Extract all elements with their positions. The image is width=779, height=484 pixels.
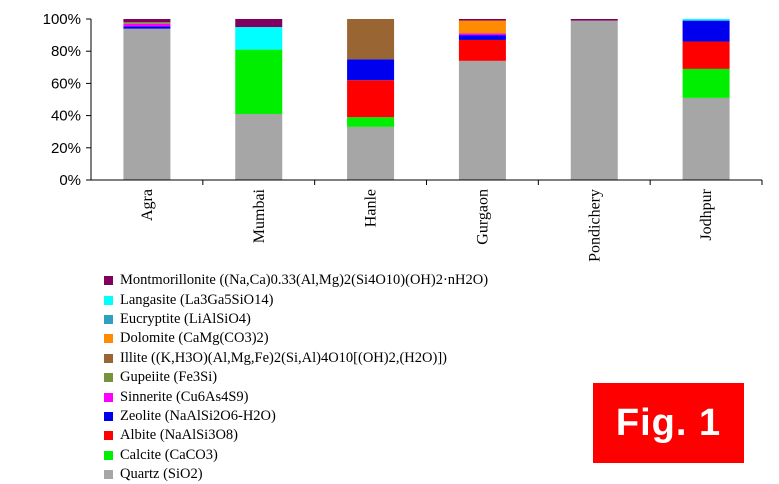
bar-segment bbox=[682, 20, 730, 42]
legend-label: Calcite (CaCO3) bbox=[120, 446, 218, 463]
category-label: Gurgaon bbox=[474, 189, 491, 245]
category-label: Jodhpur bbox=[698, 188, 715, 240]
y-tick-label: 80% bbox=[51, 43, 81, 60]
bar-segment bbox=[347, 117, 395, 127]
legend-item: Langasite (La3Ga5SiO14) bbox=[104, 290, 488, 309]
bar-segment bbox=[570, 20, 618, 180]
category-label: Agra bbox=[139, 189, 156, 221]
legend-item: Illite ((K,H3O)(Al,Mg,Fe)2(Si,Al)4O10[(O… bbox=[104, 349, 488, 368]
bar-segment bbox=[458, 20, 506, 34]
legend-swatch bbox=[104, 353, 113, 363]
legend-label: Illite ((K,H3O)(Al,Mg,Fe)2(Si,Al)4O10[(O… bbox=[120, 349, 447, 366]
bars bbox=[123, 19, 730, 180]
legend-swatch bbox=[104, 334, 113, 344]
legend: Montmorillonite ((Na,Ca)0.33(Al,Mg)2(Si4… bbox=[104, 271, 488, 484]
bar-segment bbox=[458, 35, 506, 40]
legend-item: Eucryptite (LiAlSiO4) bbox=[104, 310, 488, 329]
bar-segment bbox=[682, 41, 730, 69]
stacked-bar-chart: 0% 20% 40% 60% 80% 100% Agra Mumbai Hanle Gurgao… bbox=[43, 11, 763, 262]
bar-segment bbox=[123, 22, 171, 24]
legend-item: Montmorillonite ((Na,Ca)0.33(Al,Mg)2(Si4… bbox=[104, 271, 488, 290]
legend-swatch bbox=[104, 373, 113, 383]
legend-label: Langasite (La3Ga5SiO14) bbox=[120, 291, 274, 308]
legend-item: Zeolite (NaAlSi2O6-H2O) bbox=[104, 407, 488, 426]
x-axis-ticks bbox=[202, 180, 763, 185]
category-label: Hanle bbox=[363, 189, 380, 227]
bar-segment bbox=[123, 23, 171, 27]
legend-label: Zeolite (NaAlSi2O6-H2O) bbox=[120, 407, 276, 424]
bar-segment bbox=[123, 28, 171, 180]
bar-segment bbox=[682, 97, 730, 180]
legend-item: Gupeiite (Fe3Si) bbox=[104, 368, 488, 387]
legend-label: Gupeiite (Fe3Si) bbox=[120, 369, 218, 386]
legend-item: Sinnerite (Cu6As4S9) bbox=[104, 387, 488, 406]
legend-swatch bbox=[104, 470, 113, 480]
y-axis-ticks: 0% 20% 40% 60% 80% 100% bbox=[43, 11, 91, 189]
legend-label: Albite (NaAlSi3O8) bbox=[120, 427, 238, 444]
legend-item: Quartz (SiO2) bbox=[104, 465, 488, 484]
legend-swatch bbox=[104, 392, 113, 402]
bar-segment bbox=[570, 19, 618, 21]
legend-swatch bbox=[104, 450, 113, 460]
bar-segment bbox=[458, 19, 506, 21]
bar-segment bbox=[682, 68, 730, 98]
legend-item: Calcite (CaCO3) bbox=[104, 446, 488, 465]
y-tick-label: 100% bbox=[43, 11, 81, 28]
y-tick-label: 40% bbox=[51, 108, 81, 125]
bar-segment bbox=[235, 27, 283, 50]
legend-label: Dolomite (CaMg(CO3)2) bbox=[120, 330, 269, 347]
bar-segment bbox=[458, 39, 506, 61]
figure-badge: Fig. 1 bbox=[593, 383, 744, 463]
y-tick-label: 20% bbox=[51, 140, 81, 157]
bar-segment bbox=[347, 19, 395, 60]
bar-segment bbox=[682, 19, 730, 21]
legend-item: Albite (NaAlSi3O8) bbox=[104, 426, 488, 445]
bar-segment bbox=[235, 19, 283, 28]
legend-item: Dolomite (CaMg(CO3)2) bbox=[104, 329, 488, 348]
bar-segment bbox=[123, 19, 171, 23]
legend-swatch bbox=[104, 276, 113, 286]
bar-segment bbox=[235, 113, 283, 180]
bar-segment bbox=[458, 60, 506, 180]
category-label: Mumbai bbox=[251, 188, 268, 243]
legend-label: Montmorillonite ((Na,Ca)0.33(Al,Mg)2(Si4… bbox=[120, 272, 489, 289]
legend-swatch bbox=[104, 295, 113, 305]
category-label: Pondichery bbox=[586, 189, 603, 262]
bar-segment bbox=[458, 33, 506, 36]
bar-segment bbox=[123, 26, 171, 29]
legend-swatch bbox=[104, 431, 113, 441]
bar-segment bbox=[347, 80, 395, 118]
y-tick-label: 60% bbox=[51, 75, 81, 92]
bar-segment bbox=[347, 126, 395, 180]
legend-label: Quartz (SiO2) bbox=[120, 466, 203, 483]
category-labels: Agra Mumbai Hanle Gurgaon Pondichery Jodhpur bbox=[139, 188, 715, 262]
legend-swatch bbox=[104, 411, 113, 421]
legend-label: Eucryptite (LiAlSiO4) bbox=[120, 310, 251, 327]
y-tick-label: 0% bbox=[59, 172, 81, 189]
legend-swatch bbox=[104, 314, 113, 324]
bar-segment bbox=[347, 59, 395, 81]
legend-label: Sinnerite (Cu6As4S9) bbox=[120, 388, 249, 405]
bar-segment bbox=[235, 49, 283, 114]
